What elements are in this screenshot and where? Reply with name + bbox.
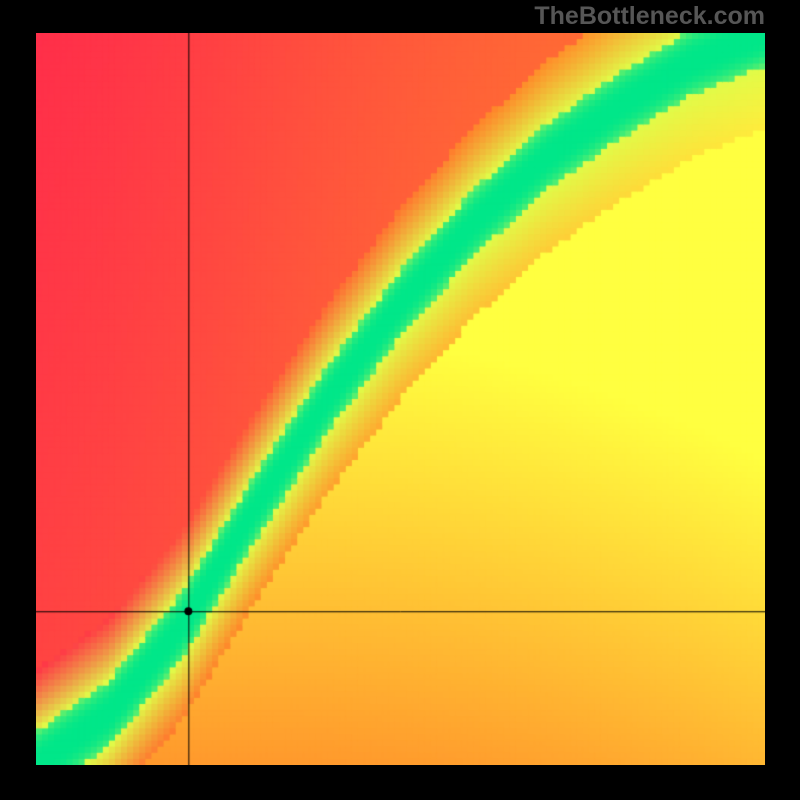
bottleneck-heatmap	[36, 33, 765, 765]
watermark-text: TheBottleneck.com	[534, 2, 765, 31]
chart-container: TheBottleneck.com	[0, 0, 800, 800]
